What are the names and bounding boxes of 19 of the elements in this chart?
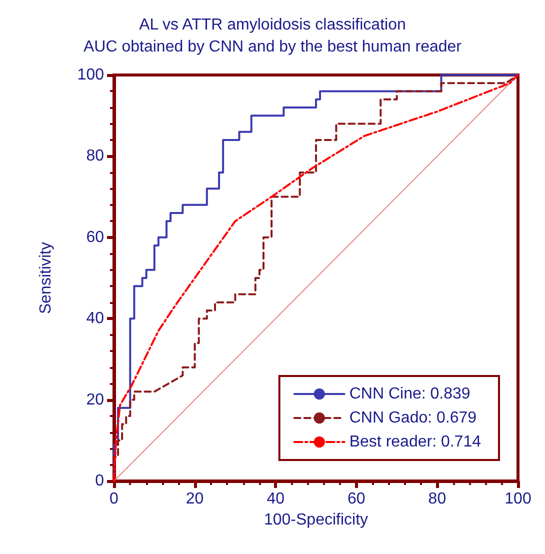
legend-label: CNN Cine: 0.839 xyxy=(349,386,470,402)
x-tick-label: 20 xyxy=(186,490,204,508)
y-axis-title: Sensitivity xyxy=(38,242,54,314)
x-axis-title: 100-Specificity xyxy=(264,511,368,528)
y-tick-label: 100 xyxy=(77,66,104,84)
x-tick-label: 0 xyxy=(110,490,119,508)
x-tick-label: 40 xyxy=(266,490,285,508)
legend-label: Best reader: 0.714 xyxy=(349,434,482,450)
x-tick-label: 100 xyxy=(504,490,532,508)
y-tick-label: 20 xyxy=(86,391,104,408)
y-tick-label: 60 xyxy=(86,228,104,246)
legend-label: CNN Gado: 0.679 xyxy=(349,410,477,426)
y-tick-label: 40 xyxy=(86,310,104,328)
x-tick-label: 60 xyxy=(348,490,366,508)
chart-subtitle: AUC obtained by CNN and by the best human reader xyxy=(84,38,462,56)
x-tick-label: 80 xyxy=(428,490,446,508)
chart-title: AL vs ATTR amyloidosis classification xyxy=(139,16,406,34)
y-tick-label: 0 xyxy=(95,472,104,490)
y-tick-label: 80 xyxy=(86,148,104,165)
